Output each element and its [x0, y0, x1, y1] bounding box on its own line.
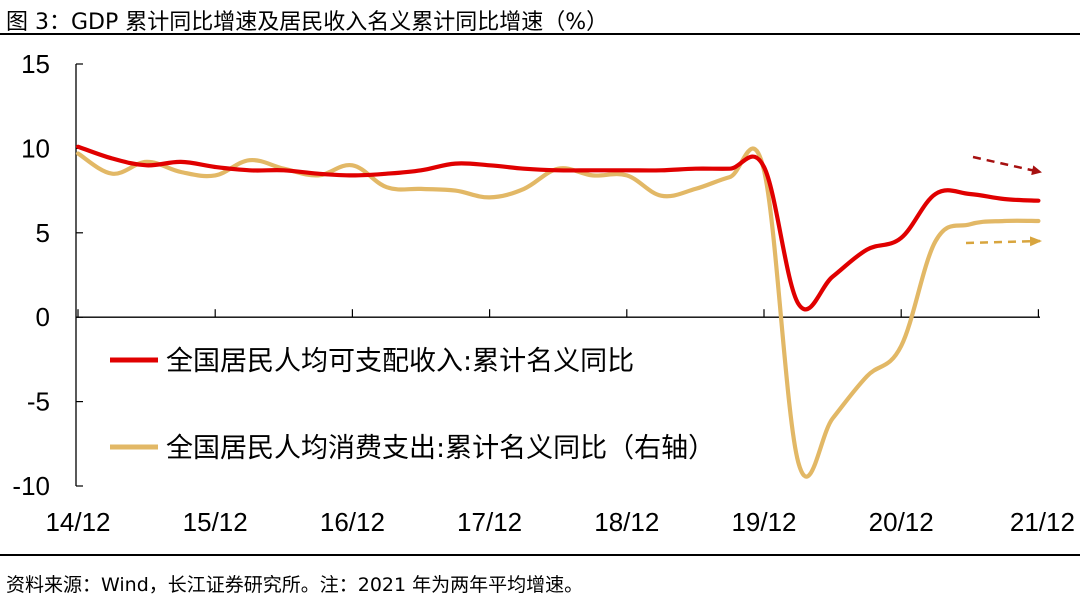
y-tick-label: 10 — [21, 133, 50, 163]
y-tick-label: 15 — [21, 49, 50, 79]
legend-label-income: 全国居民人均可支配收入:累计名义同比 — [166, 346, 634, 377]
y-tick-label: 0 — [36, 302, 50, 332]
x-tick-label: 16/12 — [320, 507, 385, 537]
x-tick-label: 21/12 — [1010, 507, 1075, 537]
x-tick-label: 14/12 — [45, 507, 110, 537]
chart-title: 图 3：GDP 累计同比增速及居民收入名义累计同比增速（%） — [6, 10, 609, 35]
legend-label-consumption: 全国居民人均消费支出:累计名义同比（右轴） — [166, 433, 715, 464]
trend-arrow-income — [972, 155, 1042, 176]
series-line-income — [75, 144, 1041, 312]
series-line-consumption — [75, 146, 1041, 479]
y-tick-label: -10 — [12, 471, 50, 501]
trend-arrow-consumption — [965, 236, 1042, 247]
x-tick-label: 19/12 — [731, 507, 796, 537]
y-tick-label: 5 — [36, 218, 50, 248]
x-tick-label: 17/12 — [457, 507, 522, 537]
title-divider — [0, 33, 1080, 35]
x-tick-label: 18/12 — [594, 507, 659, 537]
line-chart: 15 10 5 0 -5 -10 14/12 15/12 16/12 17/12 18/12 19/1… — [12, 49, 1075, 537]
y-tick-label: -5 — [27, 387, 50, 417]
source-divider — [0, 554, 1080, 556]
x-tick-label: 20/12 — [869, 507, 934, 537]
source-note: 资料来源：Wind，长江证券研究所。注：2021 年为两年平均增速。 — [6, 574, 584, 596]
x-tick-label: 15/12 — [183, 507, 248, 537]
